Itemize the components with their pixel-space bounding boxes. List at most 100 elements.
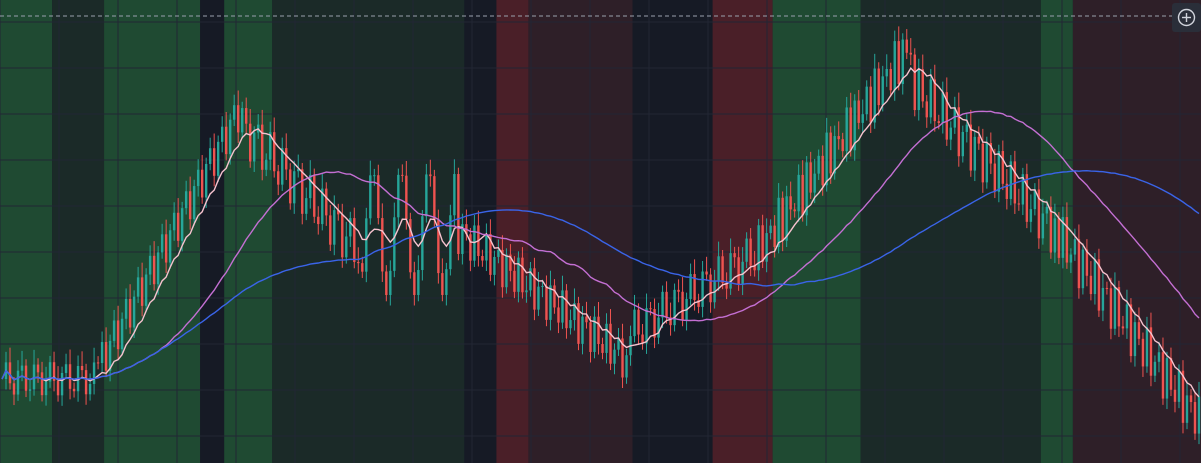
candle-body <box>1173 389 1177 402</box>
candle-body <box>353 218 356 262</box>
candle-body <box>625 355 628 378</box>
ma-fast-line <box>1 66 1200 398</box>
candle-body <box>1057 218 1061 258</box>
candle-body <box>333 210 336 245</box>
candle-body <box>337 210 340 215</box>
candle-body <box>1197 396 1201 434</box>
candle-body <box>921 69 924 102</box>
candle-body <box>701 271 704 307</box>
candle-body <box>925 101 928 118</box>
candle-body <box>549 285 552 320</box>
candle-body <box>1017 203 1021 205</box>
candle-body <box>969 124 973 171</box>
candle-body <box>1169 358 1173 390</box>
candle-body <box>817 155 820 174</box>
candle-body <box>841 139 844 152</box>
candle-body <box>661 291 664 318</box>
candle-body <box>1113 287 1117 329</box>
candle-body <box>733 253 736 258</box>
candle-body <box>68 364 72 389</box>
candle-body <box>913 54 916 111</box>
candle-body <box>180 208 184 241</box>
candle-body <box>1001 151 1005 184</box>
candle-body <box>1157 352 1161 362</box>
candle-body <box>593 316 596 352</box>
candle-body <box>853 100 856 151</box>
candle-body <box>1029 209 1033 222</box>
candle-body <box>517 257 520 292</box>
candle-body <box>301 169 304 214</box>
candle-body <box>200 169 204 198</box>
candle-body <box>16 370 20 395</box>
candle-body <box>1133 322 1137 357</box>
candle-body <box>561 290 564 323</box>
candle-body <box>753 265 756 271</box>
candle-body <box>741 261 744 285</box>
candle-body <box>873 68 876 123</box>
candle-body <box>905 39 908 53</box>
regime-band-5 <box>272 0 465 463</box>
candle-body <box>813 173 816 193</box>
candle-body <box>108 340 112 371</box>
candle-body <box>52 362 56 381</box>
candle-body <box>104 342 108 371</box>
candle-body <box>649 308 652 310</box>
candle-body <box>385 271 388 295</box>
candle-body <box>112 320 116 341</box>
candle-body <box>757 225 760 271</box>
regime-band-2 <box>104 0 201 463</box>
candle-body <box>1105 287 1109 289</box>
candle-body <box>997 151 1001 192</box>
candle-body <box>265 159 268 170</box>
candle-body <box>529 268 532 291</box>
candle-body <box>745 238 748 262</box>
candle-body <box>457 174 460 254</box>
candle-body <box>1081 249 1085 289</box>
candle-body <box>309 174 312 199</box>
candle-body <box>1125 304 1129 329</box>
candle-body <box>989 142 993 164</box>
candle-body <box>597 316 600 345</box>
candle-body <box>681 291 684 320</box>
candle-body <box>401 174 404 176</box>
candle-body <box>8 362 12 384</box>
candle-body <box>273 132 276 172</box>
candle-body <box>721 256 724 283</box>
candle-body <box>693 274 696 301</box>
candle-body <box>717 256 720 281</box>
candle-body <box>553 285 556 308</box>
candle-body <box>1077 239 1081 289</box>
candle-body <box>1089 275 1093 295</box>
candle-body <box>249 123 252 162</box>
candle-body <box>977 136 981 144</box>
candle-body <box>1101 287 1105 311</box>
candle-body <box>96 362 100 364</box>
candle-body <box>1149 327 1153 376</box>
candle-body <box>533 268 536 310</box>
candle-body <box>188 191 192 220</box>
candle-body <box>469 234 472 261</box>
candle-body <box>941 92 944 123</box>
candle-body <box>509 254 512 271</box>
candle-body <box>48 362 52 382</box>
candle-body <box>437 220 440 274</box>
candle-body <box>569 320 572 329</box>
candle-body <box>321 188 324 225</box>
regime-band-8 <box>528 0 633 463</box>
candle-body <box>881 76 884 106</box>
candle-body <box>789 196 792 210</box>
candle-body <box>965 124 969 132</box>
candle-body <box>893 41 896 91</box>
candle-body <box>236 105 240 133</box>
candle-body <box>981 143 985 183</box>
candle-body <box>709 274 712 303</box>
candle-body <box>1061 217 1065 258</box>
candle-body <box>80 366 84 371</box>
add-indicator-button[interactable] <box>1172 3 1201 32</box>
candle-body <box>641 334 644 344</box>
candle-body <box>773 225 776 247</box>
candle-body <box>1021 174 1025 205</box>
candle-body <box>497 249 500 257</box>
